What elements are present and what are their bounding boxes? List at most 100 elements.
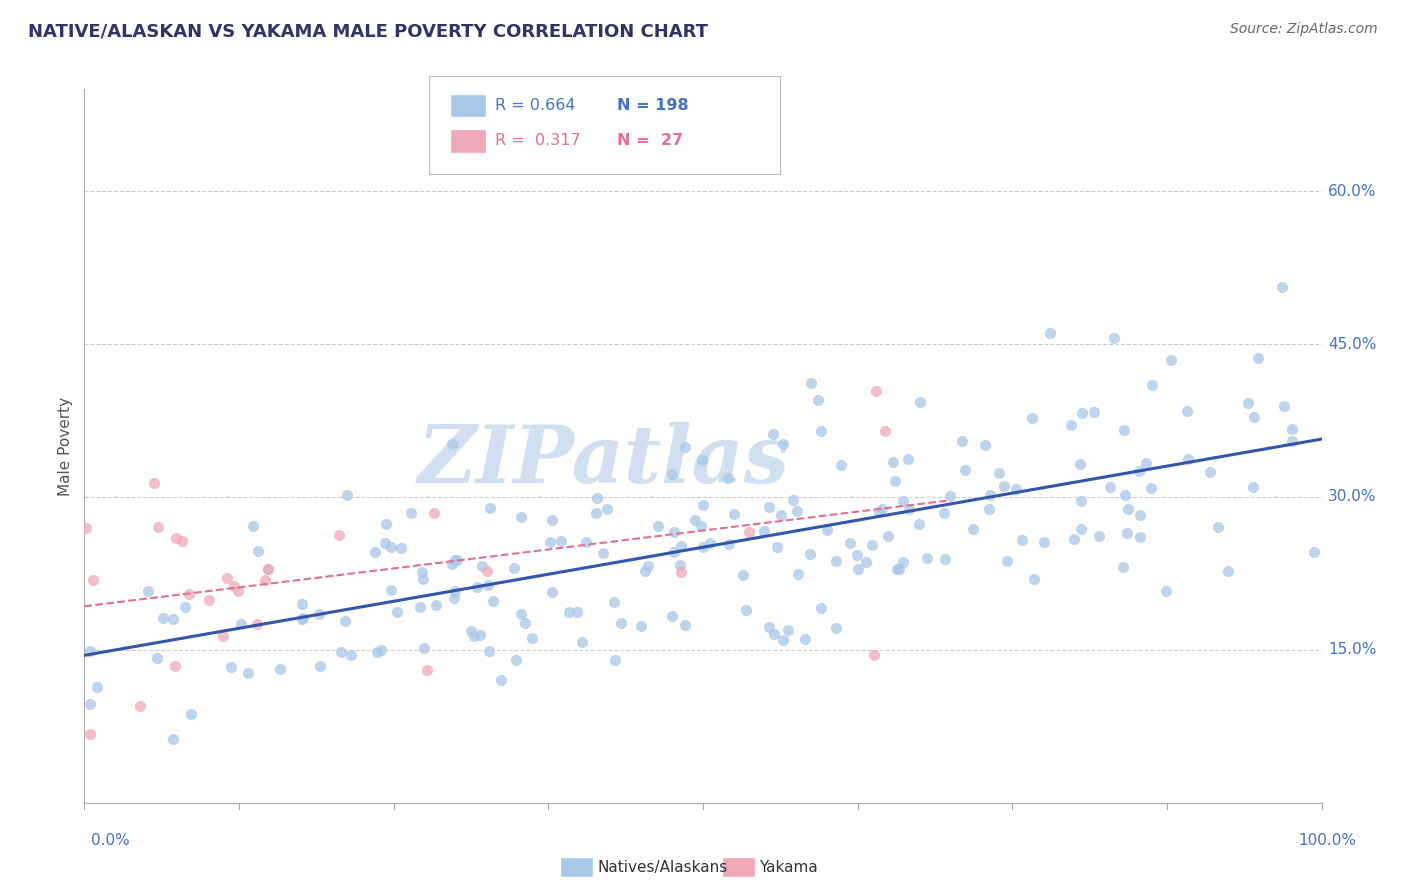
Point — [364, 544, 387, 558]
Point — [145, 651, 167, 665]
Point — [246, 617, 269, 632]
Point — [1069, 457, 1091, 471]
Point — [995, 554, 1018, 568]
Point — [567, 605, 589, 619]
Point — [1033, 535, 1056, 549]
Point — [669, 558, 692, 572]
Text: 100.0%: 100.0% — [1299, 833, 1357, 847]
Point — [772, 437, 794, 451]
Point — [1199, 465, 1222, 479]
Point — [1236, 396, 1258, 410]
Point — [479, 500, 502, 515]
Point — [955, 462, 977, 476]
Text: 60.0%: 60.0% — [1327, 184, 1376, 199]
Point — [510, 607, 533, 621]
Point — [692, 541, 714, 555]
Point — [673, 440, 696, 454]
Point — [932, 506, 955, 520]
Point — [988, 467, 1011, 481]
Point — [630, 619, 652, 633]
Point — [441, 558, 464, 572]
Point — [799, 547, 821, 561]
Point — [1112, 560, 1135, 574]
Point — [82, 573, 104, 587]
Point — [934, 551, 956, 566]
Point — [224, 578, 246, 592]
Point — [737, 524, 759, 539]
Point — [860, 538, 883, 552]
Point — [1206, 519, 1229, 533]
Point — [366, 645, 388, 659]
Point — [217, 571, 239, 585]
Point — [412, 641, 434, 656]
Point — [1021, 410, 1043, 425]
Point — [509, 510, 531, 524]
Point — [825, 621, 848, 635]
Point — [1115, 526, 1137, 541]
Point — [1063, 532, 1085, 546]
Point — [754, 524, 776, 538]
Point — [1129, 508, 1152, 522]
Point — [309, 659, 332, 673]
Point — [1070, 494, 1092, 508]
Text: N =  27: N = 27 — [617, 134, 683, 148]
Point — [891, 493, 914, 508]
Point — [891, 555, 914, 569]
Point — [505, 653, 527, 667]
Point — [763, 627, 786, 641]
Point — [873, 424, 896, 438]
Point — [242, 519, 264, 533]
Point — [136, 584, 159, 599]
Point — [340, 648, 363, 663]
Point — [596, 501, 619, 516]
Point — [170, 533, 193, 548]
Point — [329, 645, 352, 659]
Point — [993, 479, 1015, 493]
Point — [374, 536, 396, 550]
Text: 30.0%: 30.0% — [1327, 490, 1376, 505]
Point — [610, 616, 633, 631]
Point — [290, 612, 312, 626]
Point — [1241, 480, 1264, 494]
Point — [460, 624, 482, 638]
Point — [769, 508, 792, 522]
Point — [876, 529, 898, 543]
Point — [810, 425, 832, 439]
Point — [1303, 545, 1326, 559]
Point — [162, 731, 184, 746]
Point — [328, 528, 350, 542]
Point — [855, 555, 877, 569]
Point — [1088, 528, 1111, 542]
Point — [815, 523, 838, 537]
Point — [180, 707, 202, 722]
Point — [690, 453, 713, 467]
Point — [592, 546, 614, 560]
Point — [475, 564, 498, 578]
Point — [443, 583, 465, 598]
Point — [399, 506, 422, 520]
Point — [269, 662, 291, 676]
Point — [522, 631, 544, 645]
Point — [538, 534, 561, 549]
Text: NATIVE/ALASKAN VS YAKAMA MALE POVERTY CORRELATION CHART: NATIVE/ALASKAN VS YAKAMA MALE POVERTY CO… — [28, 22, 709, 40]
Point — [443, 591, 465, 606]
Point — [408, 599, 430, 614]
Point — [585, 491, 607, 505]
Point — [1140, 378, 1163, 392]
Point — [128, 699, 150, 714]
Text: Natives/Alaskans: Natives/Alaskans — [598, 860, 728, 874]
Point — [1070, 522, 1092, 536]
Text: R =  0.317: R = 0.317 — [495, 134, 581, 148]
Point — [146, 519, 169, 533]
Point — [699, 536, 721, 550]
Point — [470, 558, 492, 573]
Point — [1160, 352, 1182, 367]
Point — [1039, 326, 1062, 341]
Point — [1272, 399, 1295, 413]
Point — [254, 573, 277, 587]
Point — [1271, 279, 1294, 293]
Text: 45.0%: 45.0% — [1327, 336, 1376, 351]
Point — [540, 584, 562, 599]
Point — [1175, 404, 1198, 418]
Point — [603, 595, 626, 609]
